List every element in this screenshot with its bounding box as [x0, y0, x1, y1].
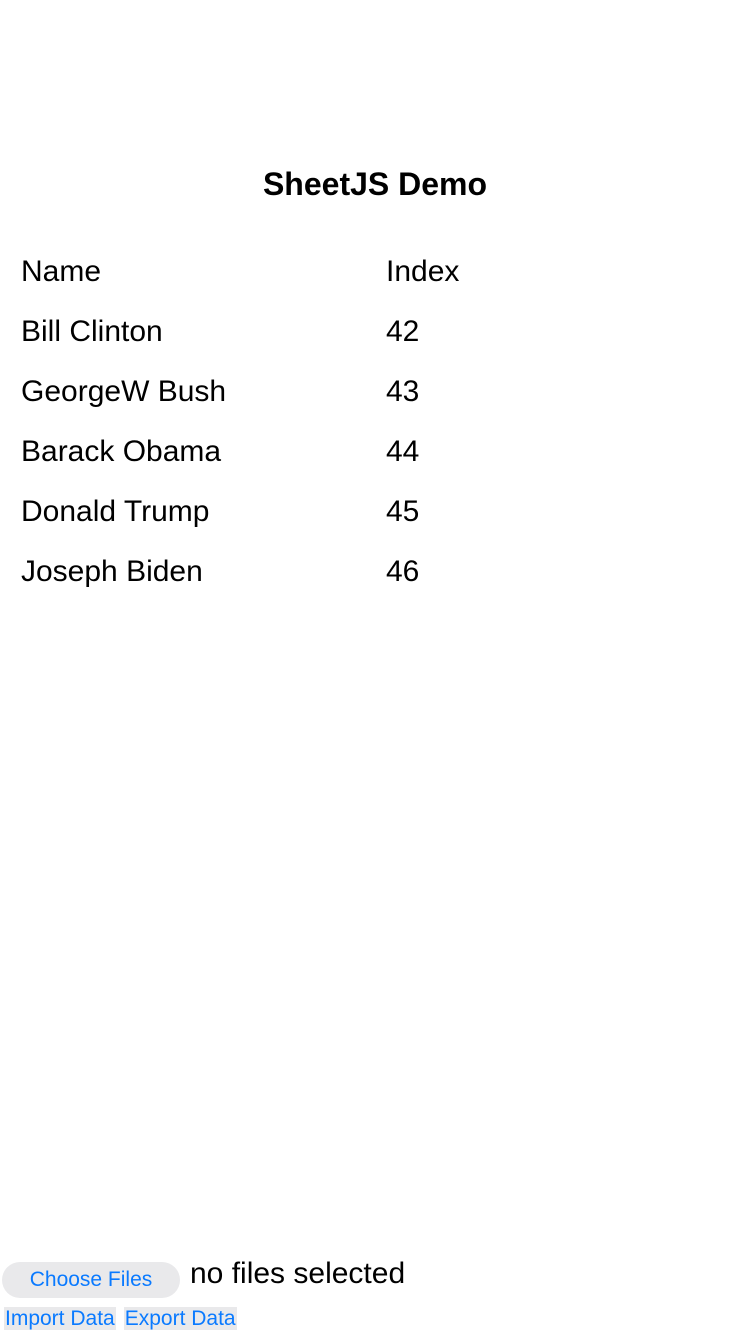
table-row: Bill Clinton 42: [21, 310, 459, 370]
action-buttons: Import Data Export Data: [4, 1307, 237, 1330]
table-header-row: Name Index: [21, 250, 459, 310]
cell-index: 45: [386, 495, 420, 528]
data-table: Name Index Bill Clinton 42 GeorgeW Bush …: [21, 250, 459, 610]
page-title: SheetJS Demo: [262, 166, 488, 202]
file-input[interactable]: Choose Files no files selected: [2, 1250, 405, 1298]
cell-name: Joseph Biden: [21, 555, 203, 588]
table-row: GeorgeW Bush 43: [21, 370, 459, 430]
table-row: Donald Trump 45: [21, 490, 459, 550]
cell-index: 42: [386, 315, 420, 348]
table-row: Joseph Biden 46: [21, 550, 459, 610]
export-data-button[interactable]: Export Data: [123, 1307, 237, 1330]
cell-index: 46: [386, 555, 420, 588]
table-row: Barack Obama 44: [21, 430, 459, 490]
cell-name: Bill Clinton: [21, 315, 163, 348]
cell-name: Donald Trump: [21, 495, 210, 528]
cell-index: 44: [386, 435, 420, 468]
file-status: no files selected: [190, 1257, 406, 1290]
import-data-button[interactable]: Import Data: [4, 1307, 116, 1330]
cell-index: 43: [386, 375, 420, 408]
column-header-index: Index: [386, 255, 460, 288]
cell-name: Barack Obama: [21, 435, 222, 468]
choose-files-button[interactable]: Choose Files: [2, 1262, 180, 1298]
column-header-name: Name: [21, 255, 102, 288]
cell-name: GeorgeW Bush: [21, 375, 227, 408]
